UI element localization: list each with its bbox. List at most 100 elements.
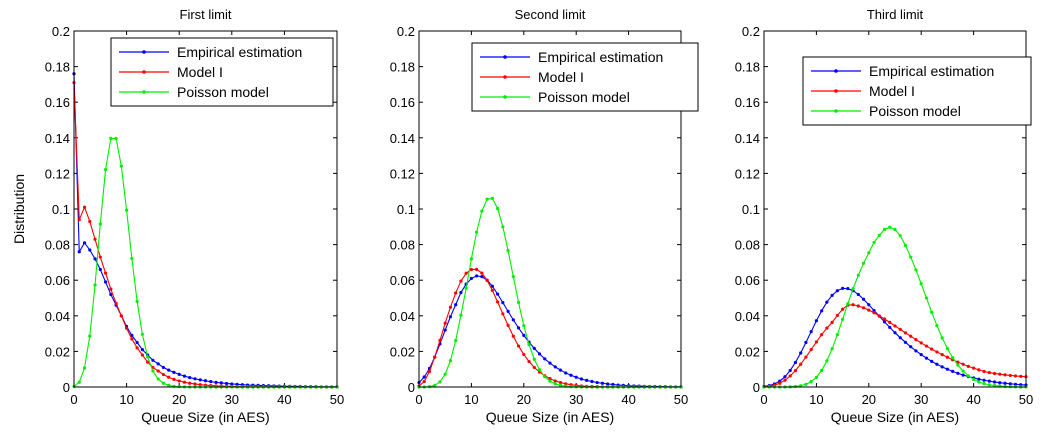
data-point: [511, 334, 515, 338]
data-point: [940, 365, 944, 369]
data-point: [506, 309, 510, 313]
axes-frame: [418, 30, 682, 388]
data-point: [448, 359, 453, 363]
data-point: [548, 377, 552, 381]
data-point: [919, 282, 923, 286]
data-point: [464, 271, 468, 275]
data-point: [793, 369, 798, 373]
x-axis-title: Queue Size (in AES): [831, 409, 959, 425]
data-point: [893, 324, 897, 328]
data-point: [611, 382, 615, 387]
data-point: [548, 379, 552, 383]
data-point: [553, 365, 557, 369]
x-tick-label: 0: [760, 392, 767, 407]
x-tick-label: 40: [621, 392, 635, 407]
data-point: [448, 315, 453, 319]
data-point: [945, 367, 950, 371]
data-point: [992, 383, 997, 388]
data-point: [893, 227, 897, 232]
data-point: [793, 384, 798, 389]
data-point: [522, 352, 526, 357]
data-point: [109, 287, 113, 291]
x-tick-label: 10: [809, 392, 823, 407]
y-tick-label: 0.08: [45, 238, 70, 253]
x-tick-label: 0: [70, 392, 77, 407]
y-tick-label: 0.12: [390, 166, 415, 181]
data-point: [585, 378, 589, 383]
data-point: [961, 369, 965, 373]
data-point: [930, 347, 934, 351]
data-point: [977, 368, 981, 372]
data-point: [475, 230, 479, 234]
data-point: [125, 326, 129, 330]
data-point: [438, 338, 442, 342]
data-point: [924, 356, 929, 360]
data-point: [830, 320, 834, 324]
data-point: [835, 313, 839, 318]
data-point: [919, 341, 923, 345]
data-point: [945, 346, 950, 351]
data-point: [809, 380, 813, 384]
data-point: [1019, 383, 1023, 387]
data-point: [809, 348, 813, 352]
legend-label: Poisson model: [869, 103, 961, 119]
data-point: [82, 205, 87, 209]
data-point: [522, 333, 526, 337]
data-point: [825, 300, 829, 304]
legend-label: Empirical estimation: [869, 63, 994, 79]
data-point: [600, 381, 605, 385]
data-point: [888, 225, 892, 229]
data-point: [475, 274, 479, 278]
data-point: [966, 374, 970, 378]
data-point: [182, 374, 187, 378]
data-point: [77, 250, 81, 254]
data-point: [98, 255, 102, 259]
y-axis-title: Distribution: [11, 174, 27, 244]
data-point: [909, 345, 913, 349]
y-tick-label: 0.18: [390, 60, 415, 75]
data-point: [103, 271, 108, 275]
data-point: [935, 350, 939, 354]
data-point: [814, 319, 819, 323]
y-tick-label: 0: [408, 380, 415, 395]
x-tick-label: 20: [862, 392, 876, 407]
y-tick-label: 0.14: [390, 131, 415, 146]
data-point: [558, 368, 563, 372]
data-point: [982, 382, 986, 386]
data-point: [177, 372, 181, 376]
data-point: [861, 306, 866, 310]
data-point: [219, 381, 223, 385]
data-point: [909, 255, 913, 259]
data-point: [987, 370, 991, 375]
data-point: [851, 287, 855, 291]
y-tick-label: 0.02: [45, 344, 70, 359]
data-point: [788, 368, 792, 373]
data-point: [820, 309, 824, 313]
data-point: [956, 363, 960, 367]
legend: Empirical estimation Model I Poisson model: [471, 42, 699, 112]
data-point: [835, 289, 839, 293]
data-point: [903, 331, 908, 335]
data-point: [188, 381, 192, 385]
data-point: [135, 299, 139, 303]
data-point: [867, 308, 871, 312]
data-point: [977, 380, 981, 384]
y-tick-label: 0.16: [735, 95, 760, 110]
legend-label: Model I: [177, 64, 223, 80]
data-point: [140, 353, 144, 357]
data-point: [501, 301, 505, 305]
data-point: [898, 336, 902, 340]
data-point: [151, 369, 155, 373]
y-tick-label: 0.08: [390, 238, 415, 253]
data-point: [846, 286, 850, 291]
y-tick-label: 0: [63, 380, 70, 395]
data-point: [167, 368, 171, 372]
data-point: [501, 312, 505, 316]
data-point: [527, 359, 531, 364]
data-point: [820, 368, 824, 373]
data-point: [88, 248, 92, 252]
chart-title: Third limit: [867, 7, 924, 22]
data-point: [841, 307, 845, 311]
data-point: [443, 328, 447, 332]
